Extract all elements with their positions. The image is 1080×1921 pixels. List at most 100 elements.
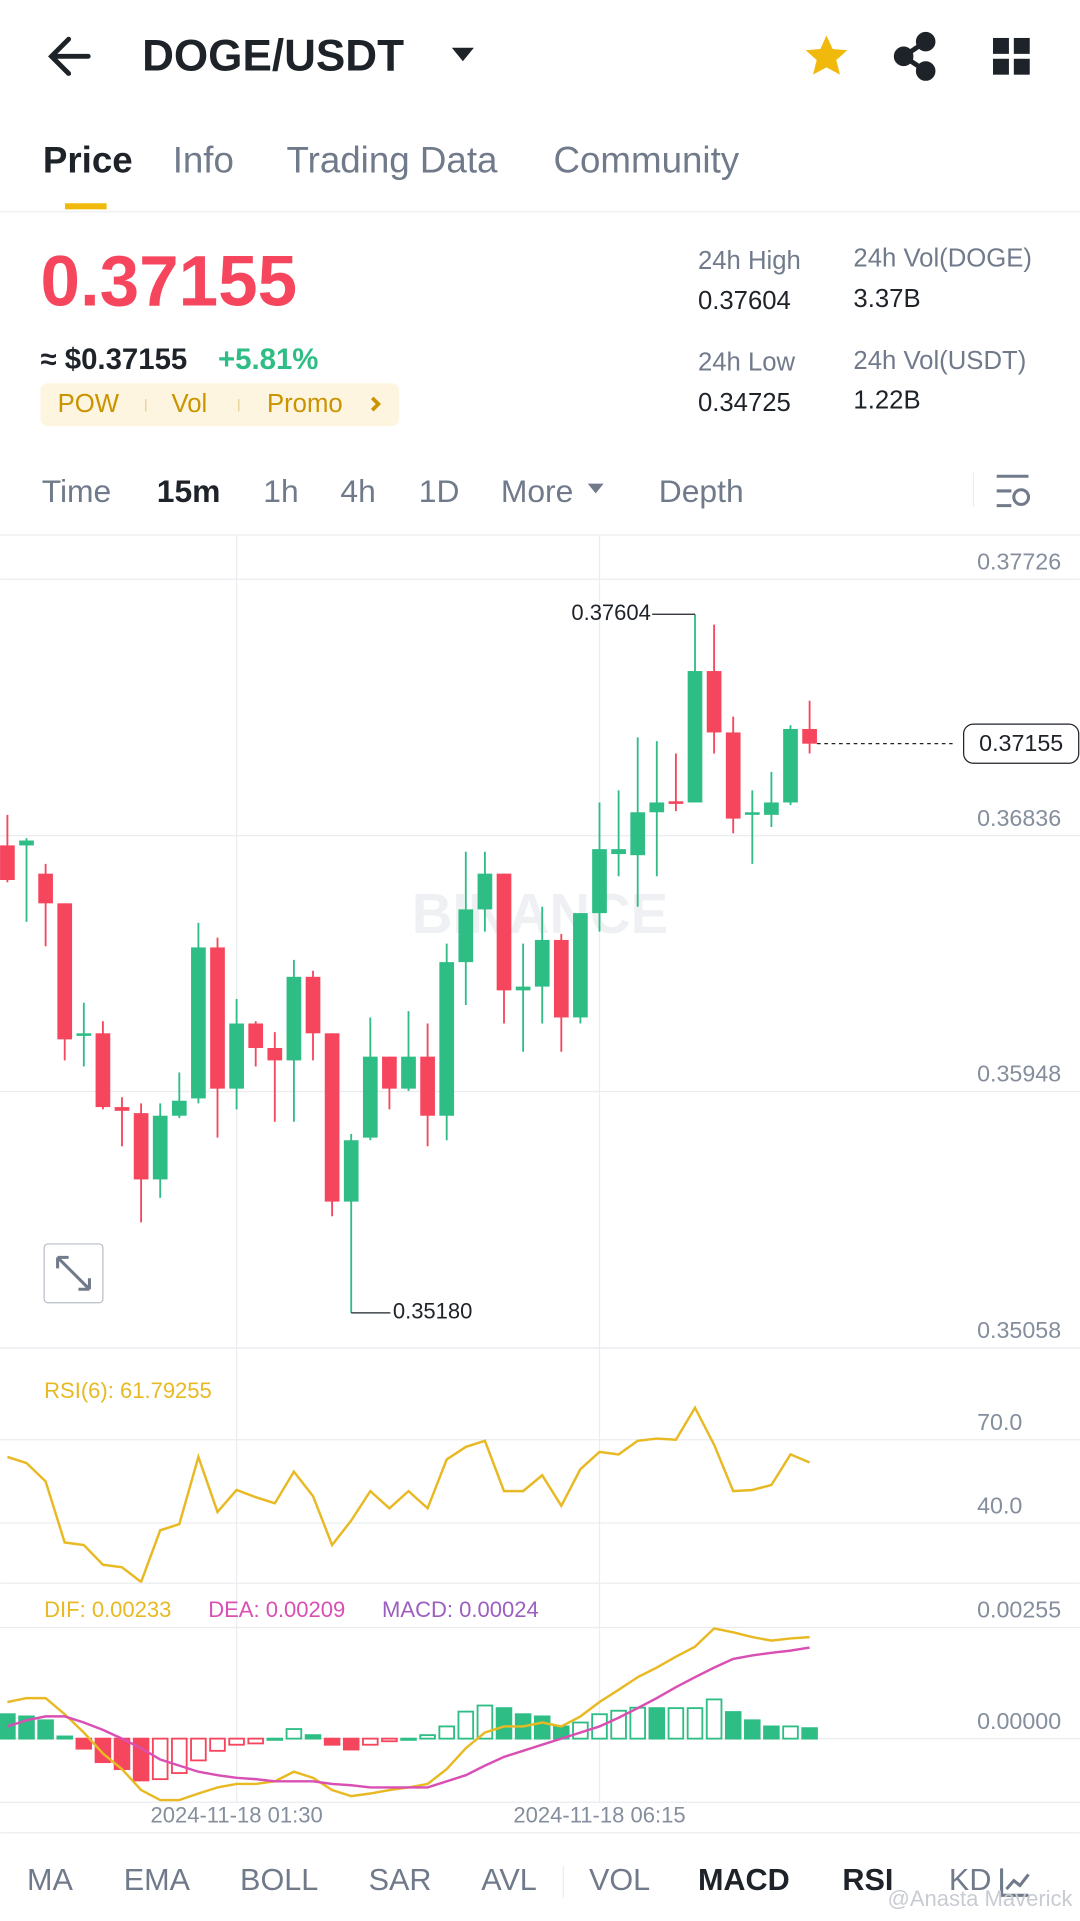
candle-body: [477, 873, 493, 910]
tab[interactable]: Info: [173, 140, 234, 181]
macd-bar: [610, 1709, 627, 1740]
macd-bar: [247, 1737, 264, 1745]
tag[interactable]: Vol: [171, 390, 207, 418]
indicator-tab[interactable]: MA: [27, 1863, 73, 1897]
macd-bar: [37, 1719, 54, 1740]
share-button[interactable]: [893, 31, 936, 81]
candle-body: [382, 1056, 397, 1089]
candle-body: [725, 732, 741, 819]
candle-body: [248, 1023, 264, 1049]
interval[interactable]: More: [501, 473, 574, 509]
macd-bar: [724, 1711, 742, 1740]
interval[interactable]: 15m: [157, 473, 221, 509]
grid-menu[interactable]: [993, 37, 1030, 75]
y-tick-label: 0.35948: [977, 1061, 1061, 1087]
pair-dropdown[interactable]: [451, 47, 474, 62]
stat-value: 0.34725: [698, 389, 791, 417]
candle-body: [76, 1033, 92, 1036]
approx-price: ≈ $0.37155: [40, 343, 187, 376]
indicator-tab[interactable]: MACD: [698, 1863, 790, 1897]
indicator-tab[interactable]: SAR: [369, 1863, 432, 1897]
candle-body: [0, 845, 15, 880]
chart-settings[interactable]: [996, 474, 1031, 508]
x-tick-label: 2024-11-18 01:30: [151, 1803, 323, 1828]
indicator-title: RSI(6): 61.79255: [44, 1378, 212, 1403]
candle-body: [401, 1056, 416, 1089]
macd-bar: [438, 1725, 455, 1740]
indicator-tab[interactable]: BOLL: [240, 1863, 318, 1897]
macd-bar: [304, 1734, 322, 1740]
indicator-tab[interactable]: VOL: [589, 1863, 650, 1897]
candle-body: [439, 962, 455, 1116]
indicator-tab[interactable]: KD: [949, 1863, 992, 1897]
candle-body: [592, 849, 607, 914]
low-label: 0.35180: [393, 1299, 473, 1324]
y-tick-label: 0.00000: [977, 1708, 1061, 1734]
candle-body: [553, 939, 569, 1018]
back-button[interactable]: [48, 36, 91, 76]
tag-chevron: [370, 396, 381, 412]
candle-body: [420, 1056, 435, 1116]
candle-body: [305, 976, 321, 1034]
candle-body: [57, 903, 73, 1040]
candle-body: [764, 802, 779, 815]
y-tick-label: 0.36836: [977, 805, 1061, 831]
candle-body: [95, 1033, 111, 1108]
favorite-star[interactable]: [805, 35, 848, 75]
interval[interactable]: 4h: [340, 473, 375, 509]
tab[interactable]: Community: [553, 140, 739, 181]
candle-body: [133, 1113, 149, 1180]
macd-bar: [342, 1737, 360, 1751]
interval[interactable]: Depth: [659, 473, 744, 509]
legend-entry: DEA: 0.00209: [208, 1597, 345, 1622]
stat-label: 24h Vol(USDT): [853, 347, 1026, 375]
candle-body: [630, 812, 646, 856]
interval[interactable]: 1D: [419, 473, 460, 509]
candle-body: [687, 671, 703, 803]
interval[interactable]: 1h: [263, 473, 298, 509]
tag[interactable]: POW: [58, 390, 120, 418]
interval[interactable]: Time: [42, 473, 112, 509]
candle-body: [515, 986, 531, 991]
macd-bar: [705, 1698, 723, 1740]
candle-body: [114, 1107, 130, 1111]
candle-body: [324, 1033, 340, 1202]
candle-body: [343, 1140, 359, 1202]
y-tick-label: 70.0: [977, 1409, 1022, 1435]
pair-title[interactable]: DOGE/USDT: [142, 31, 404, 80]
candle-body: [191, 947, 206, 1099]
legend-entry: MACD: 0.00024: [382, 1597, 539, 1622]
indicator-tab[interactable]: AVL: [481, 1863, 537, 1897]
macd-bar: [782, 1725, 799, 1740]
expand-icon: [56, 1255, 91, 1291]
indicator-settings[interactable]: [1000, 1868, 1030, 1897]
plot-area: 0.37726 0.36836 0.35948 0.35058 2024-11-18 0…: [0, 535, 1080, 1828]
candle-body: [229, 1023, 244, 1089]
candle-body: [362, 1056, 378, 1138]
tag-bar[interactable]: [40, 383, 400, 427]
tab-indicator: [64, 203, 107, 210]
candle-body: [210, 947, 225, 1089]
stat-value: 0.37604: [698, 287, 791, 315]
macd-bar: [495, 1707, 513, 1740]
macd-bar: [228, 1737, 245, 1746]
tag[interactable]: Promo: [267, 390, 343, 418]
macd-bar: [686, 1707, 704, 1740]
macd-bar: [667, 1707, 685, 1740]
candle-body: [706, 671, 722, 733]
macd-bar: [763, 1725, 780, 1740]
stat-value: 3.37B: [853, 285, 920, 313]
price-change: +5.81%: [218, 343, 318, 376]
watermark: BINANCE: [412, 882, 668, 945]
tab[interactable]: Trading Data: [287, 140, 498, 181]
indicator-tab[interactable]: RSI: [842, 1863, 893, 1897]
indicator-tab[interactable]: EMA: [124, 1863, 191, 1897]
tab[interactable]: Price: [43, 140, 133, 181]
x-tick-label: 2024-11-18 06:15: [513, 1803, 685, 1828]
macd-bar: [419, 1734, 436, 1740]
macd-line: [7, 1646, 810, 1789]
legend-entry: DIF: 0.00233: [44, 1597, 171, 1622]
stat-label: 24h Low: [698, 348, 796, 376]
